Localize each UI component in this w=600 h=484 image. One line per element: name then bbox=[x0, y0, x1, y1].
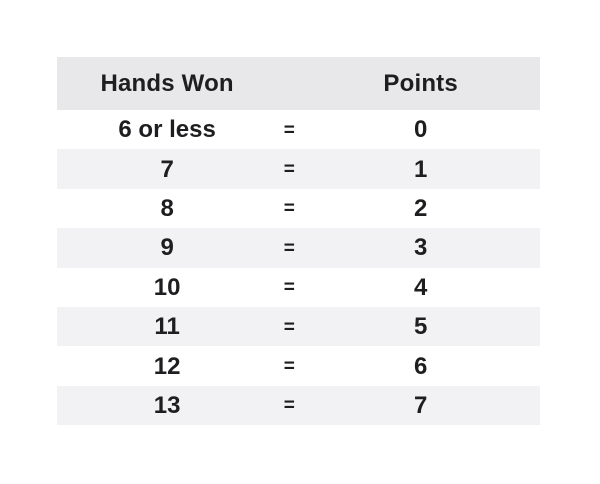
hands-won-value: 7 bbox=[160, 155, 174, 183]
points-value: 6 bbox=[413, 352, 428, 380]
points-value: 2 bbox=[413, 194, 428, 222]
hands-won-value: 6 or less bbox=[118, 116, 216, 144]
equals-sign: = bbox=[283, 277, 295, 299]
equals-sign: = bbox=[283, 237, 295, 259]
column-header-points: Points bbox=[383, 70, 458, 97]
points-value: 4 bbox=[413, 273, 428, 301]
table-row: 6 or less = 0 bbox=[57, 110, 540, 149]
points-value: 5 bbox=[413, 313, 428, 341]
points-value: 1 bbox=[413, 155, 428, 183]
points-value: 7 bbox=[413, 391, 428, 419]
table-row: 9 = 3 bbox=[57, 228, 540, 268]
table-row: 7 = 1 bbox=[57, 149, 540, 189]
column-header-spacer bbox=[277, 83, 301, 84]
equals-sign: = bbox=[283, 119, 295, 141]
hands-won-value: 10 bbox=[153, 273, 181, 301]
hands-won-value: 13 bbox=[153, 391, 181, 419]
table-row: 13 = 7 bbox=[57, 385, 540, 426]
equals-sign: = bbox=[283, 356, 295, 378]
column-header-hands-won: Hands Won bbox=[100, 70, 234, 97]
hands-won-value: 8 bbox=[160, 194, 174, 222]
equals-sign: = bbox=[283, 395, 295, 417]
table-header-row: Hands Won Points bbox=[57, 57, 540, 110]
table-row: 10 = 4 bbox=[57, 268, 540, 307]
equals-sign: = bbox=[283, 198, 295, 220]
table-row: 8 = 2 bbox=[57, 189, 540, 228]
points-value: 3 bbox=[413, 234, 428, 262]
score-table: Hands Won Points 6 or less = 0 7 = 1 8 =… bbox=[57, 57, 540, 426]
equals-sign: = bbox=[283, 159, 295, 181]
points-value: 0 bbox=[413, 116, 428, 144]
hands-won-value: 9 bbox=[160, 234, 174, 262]
table-body: 6 or less = 0 7 = 1 8 = 2 9 = 3 10 = 4 1… bbox=[57, 110, 540, 426]
table-row: 12 = 6 bbox=[57, 346, 540, 385]
hands-won-value: 12 bbox=[153, 352, 181, 380]
table-row: 11 = 5 bbox=[57, 306, 540, 347]
equals-sign: = bbox=[283, 316, 295, 338]
hands-won-value: 11 bbox=[154, 313, 180, 341]
